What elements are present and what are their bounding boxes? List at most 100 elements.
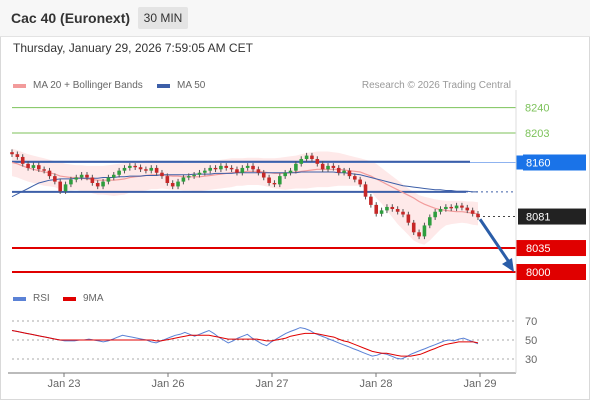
support-tag-8035 [516,240,586,257]
legend-rsi: RSI [13,293,50,304]
legend-rsi-ma: 9MA [63,293,104,304]
candle-body [427,217,432,226]
candle-body [26,163,30,168]
forecast-arrow-line [478,218,511,263]
candle-body [395,209,400,212]
ma20-line [11,161,479,215]
resistance-tag-arrow [516,155,523,170]
rsi-line [11,327,479,360]
ma50-swatch-icon [157,83,170,88]
candle-body [240,167,245,173]
candle-body [358,179,362,185]
candle-body [390,206,395,210]
instrument-title: Cac 40 (Euronext) [11,10,131,26]
legend-ma50: MA 50 [157,80,205,91]
candle-body [31,165,36,168]
target-label-8240: 8240 [525,103,549,115]
support-label-8000: 8000 [526,267,550,279]
candle-body [138,167,143,170]
x-tick-label: Jan 26 [151,378,184,390]
legend-rsi-label: RSI [33,293,50,304]
candle-body [294,163,298,171]
rsi-tick-30: 30 [525,354,537,366]
candle-body [203,170,207,173]
candle-body [219,165,223,170]
candle-body [288,170,293,173]
candle-body [310,155,314,160]
candle-body [111,174,116,178]
candle-body [444,206,448,210]
x-tick-label: Jan 23 [47,378,80,390]
last-price-tag [518,208,586,225]
legend-ma50-label: MA 50 [177,80,206,91]
candle-body [454,205,459,209]
target-label-8203: 8203 [525,128,549,140]
candle-body [385,206,389,211]
candle-body [101,181,105,187]
x-tick-label: Jan 29 [463,378,496,390]
candle-body [331,165,336,168]
bollinger-swatch-icon [13,83,26,88]
candle-body [122,167,127,171]
support-label-8035: 8035 [526,243,550,255]
candle-body [69,179,73,185]
candle-body [315,159,320,164]
timeframe-button[interactable]: 30 MIN [138,7,188,29]
candle-body [460,205,464,208]
forecast-arrow-head-icon [502,258,514,272]
candle-body [197,172,202,175]
candle-body [74,177,79,180]
candle-body [401,211,405,215]
candle-body [53,176,57,182]
candle-body [144,169,148,171]
candle-body [160,172,164,177]
candle-body [58,181,63,192]
candle-body [283,172,287,177]
candle-body [106,177,111,182]
candle-body [251,165,255,170]
candle-body [476,213,480,218]
candle-body [245,165,250,168]
candle-body [304,155,309,160]
x-tick-label: Jan 27 [255,378,288,390]
candle-body [353,176,357,180]
resistance-label-8160: 8160 [526,157,550,169]
candle-body [342,170,346,173]
candle-body [465,207,470,211]
candle-body [79,174,84,178]
candle-body [85,174,89,178]
candle-body [170,182,175,187]
candle-body [374,204,379,214]
bollinger-band-area [12,148,478,245]
candle-body [36,165,41,170]
rsi-swatch-icon [13,296,26,301]
candle-body [336,167,341,173]
candle-body [63,184,68,192]
candle-body [235,169,239,173]
candle-body [181,177,186,182]
candle-body [433,211,437,218]
candle-body [363,184,368,197]
last-price-label: 8081 [526,212,550,224]
candle-body [176,181,180,187]
candle-body [411,222,416,233]
candle-body [42,169,46,171]
candle-body [165,176,170,183]
candle-body [154,167,159,173]
candle-body [224,165,229,168]
legend-rsi-ma-label: 9MA [83,293,104,304]
x-tick-label: Jan 28 [359,378,392,390]
rsi-ma-swatch-icon [63,296,76,301]
candle-body [20,156,25,164]
rsi-ma-line [11,330,479,357]
candle-body [470,210,475,214]
candle-body [449,206,454,209]
candle-body [10,152,14,155]
rsi-tick-50: 50 [525,335,537,347]
candle-body [149,167,154,171]
candle-body [422,225,427,237]
candle-body [417,232,421,237]
candle-body [326,165,330,170]
candle-body [261,172,266,178]
